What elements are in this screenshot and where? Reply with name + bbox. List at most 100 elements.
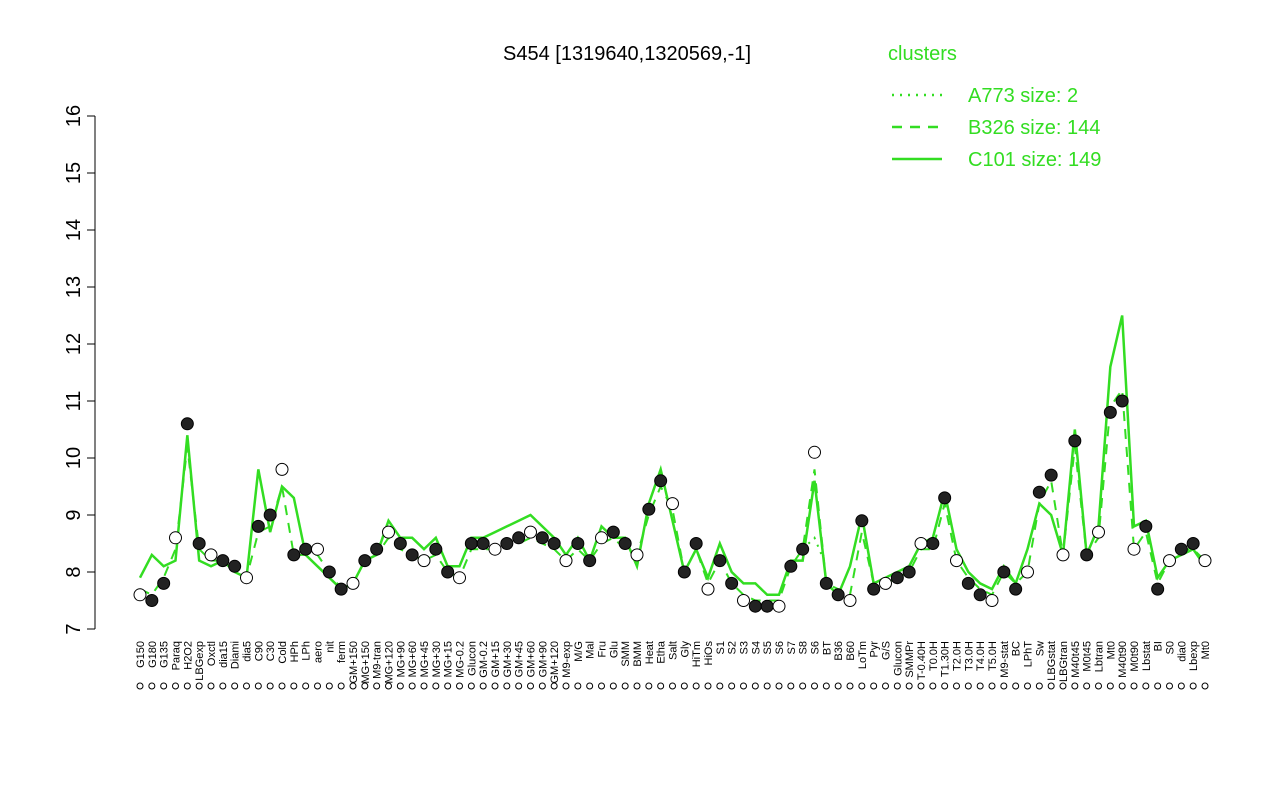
legend-label: C101 size: 149 (968, 149, 1101, 171)
y-tick-label: 10 (63, 447, 85, 469)
x-tick-label: LBGtran (1058, 641, 1070, 682)
point (1009, 582, 1023, 596)
y-tick-label: 7 (63, 623, 85, 634)
x-tick-label: LPh (301, 641, 313, 661)
x-tick-label: T3.0H (963, 641, 975, 671)
point (524, 525, 537, 539)
point (630, 548, 644, 562)
x-tick-label: MG+150 (360, 641, 372, 684)
series-line (138, 315, 1207, 597)
x-tick-label: C90 (253, 641, 265, 661)
point (879, 576, 892, 590)
x-tick-label: Sw (1034, 641, 1046, 656)
y-tick-label: 15 (63, 162, 85, 184)
x-tick-label: Cold (277, 641, 289, 664)
point (169, 531, 182, 545)
legend-label: A773 size: 2 (968, 85, 1078, 107)
x-tick-label: SMM (620, 641, 632, 667)
x-tick-label: dia5 (242, 641, 254, 662)
rug-dot (645, 682, 653, 690)
point (950, 554, 963, 568)
rug-dot (917, 682, 925, 690)
x-tick-label: M9-tran (372, 641, 384, 679)
x-tick-label: S6 (774, 641, 786, 654)
y-tick-label: 16 (63, 105, 85, 127)
x-tick-label: MG-0.2 (455, 641, 467, 678)
rug-dot (243, 682, 250, 690)
rug-dot (1177, 682, 1185, 690)
point (1139, 519, 1153, 533)
x-tick-label: Salt (668, 641, 680, 660)
point (1127, 542, 1141, 556)
rug-dot (302, 682, 310, 690)
rug-dot (799, 682, 807, 690)
point (133, 588, 147, 602)
rug-dot (538, 682, 546, 690)
rug-dot (373, 682, 381, 690)
point (843, 594, 857, 607)
rug-dot (515, 682, 523, 690)
x-tick-label: MG+60 (407, 641, 419, 677)
rug-dot (941, 682, 949, 690)
x-tick-label: GM+45 (514, 641, 526, 677)
point (547, 537, 561, 550)
point (180, 417, 194, 431)
rug-dot (586, 682, 594, 690)
x-tick-label: HiTm (691, 641, 703, 667)
x-tick-label: H2O2 (182, 641, 194, 670)
point (453, 571, 466, 585)
x-tick-label: Mt0 (1200, 641, 1212, 659)
point (263, 508, 277, 522)
rug-dot (1035, 682, 1043, 690)
rug-dot (882, 682, 889, 690)
rug-dot (1071, 682, 1079, 690)
rug-dot (1154, 682, 1162, 690)
point (997, 565, 1011, 579)
x-tick-label: Paraq (171, 641, 183, 670)
point (606, 525, 620, 539)
y-tick-label: 13 (63, 276, 85, 298)
point (890, 571, 904, 585)
rug-dot (846, 682, 854, 690)
point (701, 582, 715, 596)
point (500, 537, 514, 550)
x-tick-label: S2 (727, 641, 739, 654)
point (1032, 485, 1046, 499)
plot-area (95, 103, 1215, 640)
x-tick-label: GM+150 (348, 641, 360, 684)
rug-dot (503, 682, 511, 690)
rug-dot (432, 682, 440, 690)
point (559, 554, 573, 568)
point (867, 582, 881, 596)
point (1080, 548, 1094, 562)
x-tick-label: Etha (656, 640, 668, 664)
x-tick-label: T5.0H (987, 641, 999, 671)
x-tick-label: dia15 (218, 641, 230, 668)
y-tick-label: 12 (63, 333, 85, 355)
point (311, 542, 324, 556)
point (370, 542, 384, 556)
x-tick-label: M0t90 (1129, 641, 1141, 672)
rug-dot (195, 682, 203, 690)
point (926, 537, 940, 550)
x-tick-label: BC (1011, 641, 1023, 656)
x-tick-label: M/G (573, 641, 585, 662)
x-tick-label: BT (821, 641, 833, 655)
legend-label: B326 size: 144 (968, 117, 1100, 139)
rug-dot (609, 682, 617, 690)
x-tick-label: S3 (739, 641, 751, 654)
rug-dot (254, 682, 262, 690)
x-tick-label: GM-0.2 (478, 641, 490, 678)
rug-dot (408, 682, 416, 690)
point (961, 576, 975, 590)
rug-dot (1083, 682, 1091, 690)
x-tick-label: dia0 (1176, 641, 1188, 662)
x-tick-label: Glucon (892, 641, 904, 676)
x-tick-label: LPhT (1023, 641, 1035, 668)
rug-dot (704, 682, 712, 690)
point (973, 588, 987, 602)
x-tick-label: Glucon (466, 641, 478, 676)
rug-dot (858, 682, 866, 690)
point (654, 474, 668, 488)
x-tick-label: Lbstat (1141, 641, 1153, 671)
